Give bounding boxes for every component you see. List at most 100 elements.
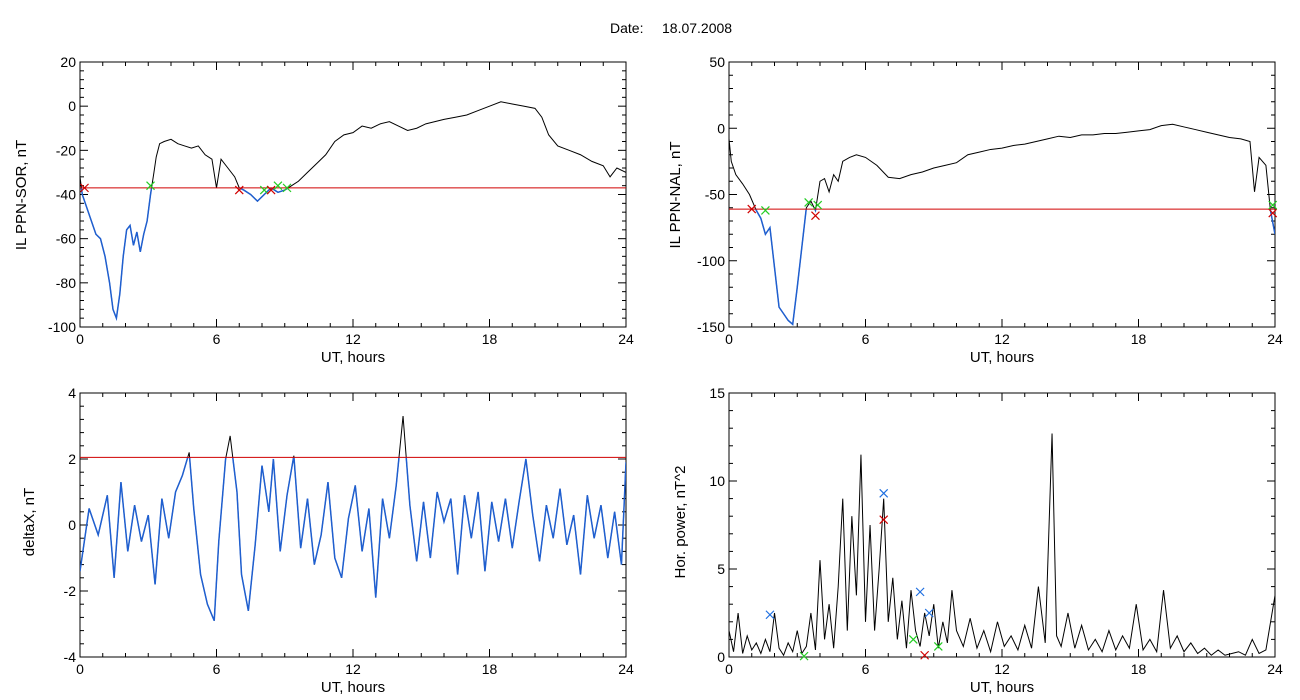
nal-marker-stroke	[804, 198, 814, 207]
power-marker-stroke	[920, 650, 930, 660]
sor-marker-red	[80, 183, 89, 193]
nal-marker-red	[747, 204, 757, 214]
panel-power: Hor. power, nT^2 UT, hours 0 6 12 18 24 15 10 5…	[672, 385, 1283, 696]
nal-ytick-label: -50	[705, 187, 725, 203]
nal-series-below-threshold	[754, 209, 1275, 326]
deltax-xtick-label: 18	[482, 661, 498, 677]
panel-deltax-ylabel: deltaX, nT	[21, 488, 38, 556]
power-xtick-label: 0	[725, 661, 733, 677]
nal-marker-green	[804, 198, 814, 207]
panel-deltax: deltaX, nT UT, hours 0 6 12 18 24 4 2 0 -2 -4	[21, 385, 634, 696]
panel-deltax-xlabel: UT, hours	[321, 679, 385, 696]
sor-marker-stroke	[266, 185, 276, 195]
nal-xtick-label: 0	[725, 331, 733, 347]
panel-power-ylabel: Hor. power, nT^2	[672, 466, 689, 579]
sor-ytick-label: -100	[48, 319, 76, 335]
deltax-ytick-label: 4	[68, 385, 76, 401]
nal-marker-stroke	[813, 200, 823, 210]
power-marker-stroke	[924, 608, 934, 618]
sor-xtick-label: 6	[213, 331, 221, 347]
panel-power-xlabel: UT, hours	[970, 679, 1034, 696]
nal-marker-green	[760, 205, 770, 215]
deltax-xtick-label: 24	[618, 661, 634, 677]
nal-xtick-label: 24	[1267, 331, 1283, 347]
sor-ytick-label: 0	[68, 98, 76, 114]
nal-xtick-label: 6	[862, 331, 870, 347]
power-ytick-label: 10	[709, 473, 725, 489]
nal-marker-red	[1268, 208, 1278, 218]
date-label: Date:	[610, 20, 643, 36]
power-marker-blue	[915, 587, 925, 597]
power-ytick-label: 0	[717, 649, 725, 665]
power-marker-stroke	[879, 515, 889, 525]
power-marker-red	[879, 515, 889, 525]
sor-marker-stroke	[273, 181, 283, 191]
nal-marker-stroke	[760, 205, 770, 215]
deltax-ytick-label: 0	[68, 517, 76, 533]
deltax-xtick-label: 6	[213, 661, 221, 677]
power-ytick-label: 15	[709, 385, 725, 401]
deltax-ytick-label: -2	[64, 583, 77, 599]
sor-marker-green	[146, 181, 155, 191]
nal-series-line	[728, 123, 1276, 326]
power-xtick-label: 12	[994, 661, 1010, 677]
power-marker-red	[920, 650, 930, 660]
power-series-line	[728, 433, 1276, 657]
sor-marker-red	[266, 185, 276, 195]
power-marker-stroke	[933, 642, 943, 651]
nal-ytick-label: -100	[697, 253, 725, 269]
panel-nal: IL PPN-NAL, nT UT, hours 0 6 12 18 24 50 0 -50 -…	[667, 54, 1283, 366]
sor-marker-stroke	[146, 181, 155, 191]
sor-marker-green	[273, 181, 283, 191]
power-marker-stroke	[915, 587, 925, 597]
power-marker-green	[933, 642, 943, 651]
power-marker-green	[908, 634, 918, 644]
power-marker-stroke	[879, 488, 889, 498]
deltax-series-below-threshold	[80, 457, 626, 621]
nal-marker-green	[1268, 200, 1278, 210]
power-marker-stroke	[799, 651, 809, 661]
nal-marker-stroke	[1268, 208, 1278, 218]
nal-xtick-label: 12	[994, 331, 1010, 347]
power-ytick-label: 5	[717, 561, 725, 577]
sor-ytick-label: -60	[56, 231, 76, 247]
deltax-ytick-label: -4	[64, 649, 77, 665]
power-xtick-label: 24	[1267, 661, 1283, 677]
sor-xtick-label: 24	[618, 331, 634, 347]
power-marker-stroke	[908, 634, 918, 644]
power-plot-frame	[728, 392, 1276, 658]
nal-marker-red	[811, 211, 820, 221]
sor-marker-stroke	[282, 183, 292, 193]
sor-marker-red	[234, 185, 244, 195]
sor-plot-frame	[79, 61, 627, 328]
nal-marker-stroke	[747, 204, 757, 214]
nal-plot-frame	[728, 61, 1276, 328]
sor-marker-green	[259, 185, 269, 195]
deltax-xtick-label: 12	[345, 661, 361, 677]
power-xtick-label: 18	[1131, 661, 1147, 677]
nal-marker-stroke	[811, 211, 820, 221]
power-xtick-label: 6	[862, 661, 870, 677]
sor-series-below-threshold	[80, 187, 290, 322]
panel-nal-ylabel: IL PPN-NAL, nT	[667, 142, 684, 249]
sor-ytick-label: 20	[60, 54, 76, 70]
panel-sor-xlabel: UT, hours	[321, 349, 385, 366]
deltax-xtick-label: 0	[76, 661, 84, 677]
sor-marker-stroke	[259, 185, 269, 195]
nal-ytick-label: 0	[717, 120, 725, 136]
panel-sor: IL PPN-SOR, nT UT, hours 0 6 12 18 24 20 0 -20 -…	[13, 54, 634, 366]
sor-ytick-label: -80	[56, 275, 76, 291]
deltax-ytick-label: 2	[68, 451, 76, 467]
nal-ytick-label: -150	[697, 319, 725, 335]
power-marker-blue	[879, 488, 889, 498]
sor-xtick-label: 12	[345, 331, 361, 347]
sor-ytick-label: -40	[56, 187, 76, 203]
sor-series-line	[79, 101, 627, 321]
panel-nal-xlabel: UT, hours	[970, 349, 1034, 366]
sor-ytick-label: -20	[56, 142, 76, 158]
date-value: 18.07.2008	[662, 20, 732, 36]
sor-marker-stroke	[80, 183, 89, 193]
sor-xtick-label: 0	[76, 331, 84, 347]
power-marker-blue	[765, 610, 775, 620]
